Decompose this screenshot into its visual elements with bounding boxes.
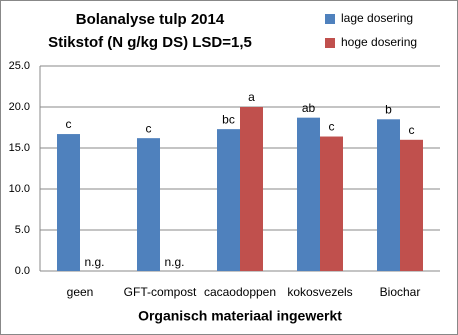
- legend-swatch: [325, 38, 335, 48]
- bar-annotation: b: [385, 102, 392, 116]
- legend-label: hoge dosering: [341, 35, 417, 49]
- y-tick-label: 20.0: [9, 101, 30, 113]
- bar: [137, 138, 160, 271]
- bar: [377, 119, 400, 271]
- chart-title: Bolanalyse tulp 2014: [76, 11, 225, 28]
- x-tick-label: Biochar: [380, 285, 421, 299]
- bar-annotation: n.g.: [164, 255, 184, 269]
- chart-subtitle: Stikstof (N g/kg DS) LSD=1,5: [48, 34, 252, 51]
- bar-annotation: c: [329, 120, 335, 134]
- bar-annotation: ab: [302, 101, 316, 115]
- y-tick-label: 5.0: [15, 224, 30, 236]
- bar: [57, 134, 80, 271]
- legend-label: lage dosering: [341, 11, 413, 25]
- y-tick-label: 15.0: [9, 142, 30, 154]
- bar-annotation: c: [409, 123, 415, 137]
- x-tick-label: GFT-compost: [124, 285, 197, 299]
- bar-annotation: c: [146, 121, 152, 135]
- legend-swatch: [325, 14, 335, 24]
- bar: [217, 129, 240, 271]
- bar: [400, 139, 423, 271]
- bar-annotation: n.g.: [84, 255, 104, 269]
- y-tick-label: 0.0: [15, 265, 30, 277]
- bar: [240, 107, 263, 271]
- x-tick-label: kokosvezels: [287, 285, 352, 299]
- x-tick-label: cacaodoppen: [204, 285, 276, 299]
- x-tick-label: geen: [67, 285, 94, 299]
- bar-annotation: c: [66, 117, 72, 131]
- bar: [297, 117, 320, 271]
- y-tick-label: 10.0: [9, 183, 30, 195]
- bar-annotation: a: [248, 90, 255, 104]
- bar-annotation: bc: [222, 112, 235, 126]
- y-tick-label: 25.0: [9, 60, 30, 72]
- bar: [320, 136, 343, 271]
- x-axis-label: Organisch materiaal ingewerkt: [138, 308, 342, 324]
